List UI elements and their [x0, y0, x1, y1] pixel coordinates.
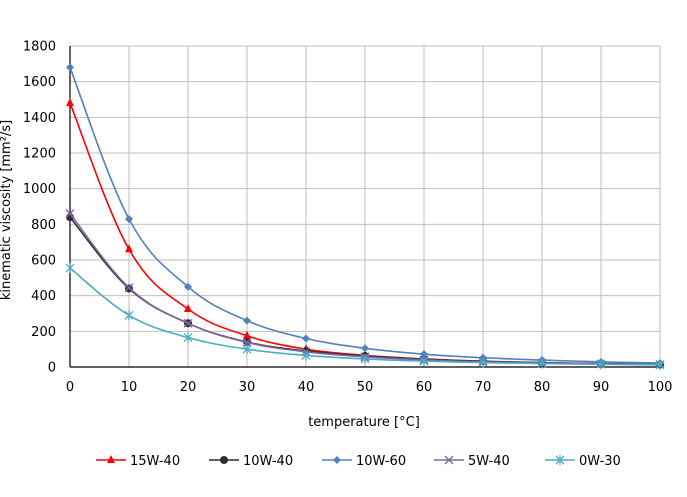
- y-tick-label: 1800: [23, 40, 56, 55]
- data-point: [360, 353, 370, 364]
- series-lines: [65, 63, 665, 370]
- data-point: [125, 214, 133, 223]
- legend-marker: [555, 455, 565, 465]
- legend: 15W-40 10W-40 10W-60 5W-40 0W-30: [96, 454, 621, 469]
- x-tick-label: 30: [239, 380, 256, 395]
- x-tick-label: 50: [357, 380, 374, 395]
- series-line: [69, 67, 661, 364]
- y-tick-label: 1000: [23, 182, 56, 197]
- data-point: [243, 330, 251, 339]
- data-point: [66, 63, 74, 72]
- y-tick-label: 0: [48, 361, 56, 376]
- x-tick-labels: 0 10 20 30 40 50 60 70 80 90 100: [66, 380, 673, 395]
- y-tick-label: 400: [31, 289, 56, 304]
- x-tick-label: 80: [534, 380, 551, 395]
- data-point: [302, 334, 310, 343]
- y-tick-label: 200: [31, 325, 56, 340]
- legend-label: 10W-60: [356, 454, 406, 469]
- legend-label: 0W-30: [579, 454, 621, 469]
- legend-entry: 5W-40: [434, 454, 510, 469]
- y-axis-label: kinematic viscosity [mm²/s]: [0, 120, 14, 300]
- legend-entry: 0W-30: [545, 454, 621, 469]
- x-tick-label: 20: [180, 380, 197, 395]
- x-axis-label: temperature [°C]: [308, 415, 420, 430]
- legend-label: 10W-40: [243, 454, 293, 469]
- y-tick-label: 800: [31, 218, 56, 233]
- legend-marker: [333, 456, 341, 464]
- data-point: [184, 282, 192, 291]
- x-tick-label: 0: [66, 380, 74, 395]
- data-point: [124, 283, 134, 293]
- y-tick-label: 600: [31, 254, 56, 269]
- data-point: [420, 350, 428, 359]
- legend-marker: [444, 455, 454, 465]
- data-point: [361, 344, 369, 353]
- x-tick-label: 70: [475, 380, 492, 395]
- x-tick-label: 60: [416, 380, 433, 395]
- x-tick-label: 90: [593, 380, 610, 395]
- legend-entry: 10W-60: [322, 454, 406, 469]
- data-point: [183, 332, 193, 343]
- x-tick-label: 10: [121, 380, 138, 395]
- data-point: [183, 318, 193, 328]
- legend-marker: [107, 455, 115, 463]
- legend-entry: 10W-40: [209, 454, 293, 469]
- data-point: [124, 310, 134, 321]
- x-tick-label: 40: [298, 380, 315, 395]
- data-point: [478, 357, 488, 368]
- data-point: [65, 209, 75, 219]
- data-point: [655, 359, 665, 370]
- data-point: [596, 359, 606, 370]
- data-point: [242, 337, 252, 347]
- legend-entry: 15W-40: [96, 454, 180, 469]
- gridlines: [70, 45, 661, 367]
- data-point: [301, 350, 311, 361]
- data-point: [65, 263, 75, 274]
- data-point: [419, 356, 429, 367]
- y-tick-label: 1600: [23, 75, 56, 90]
- data-point: [184, 304, 192, 313]
- y-tick-label: 1200: [23, 147, 56, 162]
- data-point: [243, 316, 251, 325]
- legend-label: 15W-40: [130, 454, 180, 469]
- data-point: [537, 358, 547, 369]
- data-point: [242, 344, 252, 355]
- y-tick-labels: 0 200 400 600 800 1000 1200 1400 1600 1800: [23, 40, 56, 376]
- y-tick-label: 1400: [23, 111, 56, 126]
- data-point: [125, 244, 133, 253]
- series-0w-30: [65, 263, 665, 370]
- legend-marker: [220, 456, 228, 464]
- data-point: [66, 98, 74, 107]
- legend-label: 5W-40: [468, 454, 510, 469]
- x-tick-label: 100: [648, 380, 673, 395]
